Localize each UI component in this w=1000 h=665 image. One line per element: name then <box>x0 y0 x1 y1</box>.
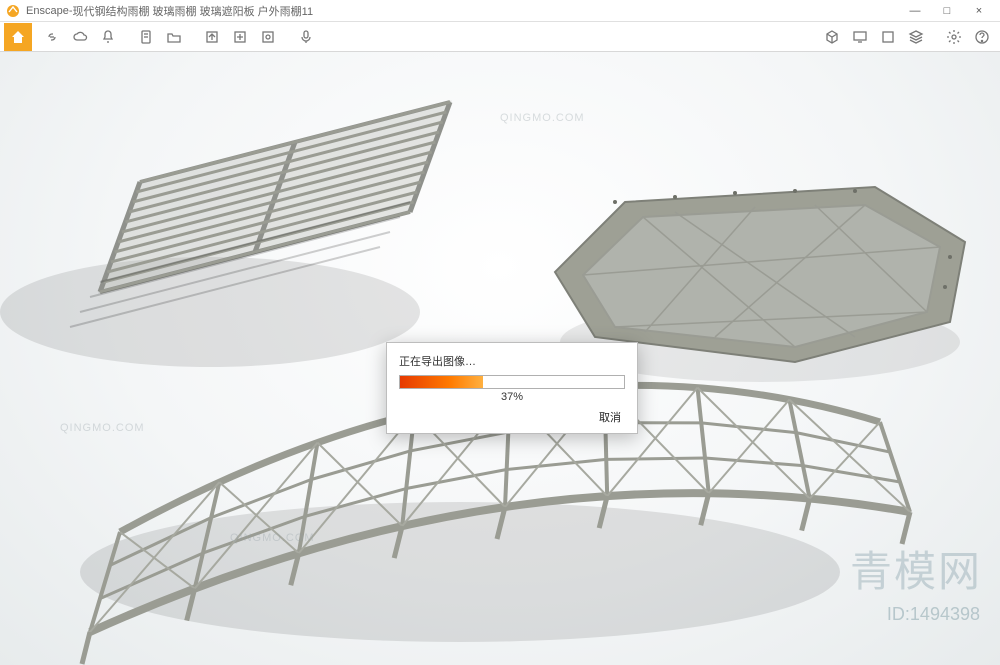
display-icon[interactable] <box>847 24 873 50</box>
titlebar: Enscape - 现代钢结构雨棚 玻璃雨棚 玻璃遮阳板 户外雨棚11 — □ … <box>0 0 1000 22</box>
app-name: Enscape <box>26 5 69 17</box>
export3-icon[interactable] <box>255 24 281 50</box>
progress-percent: 37% <box>399 391 625 403</box>
box-icon[interactable] <box>875 24 901 50</box>
window-controls: — □ × <box>900 1 994 21</box>
toolbar <box>0 22 1000 52</box>
export-progress-dialog: 正在导出图像… 37% 取消 <box>386 342 638 434</box>
maximize-button[interactable]: □ <box>932 1 962 21</box>
export2-icon[interactable] <box>227 24 253 50</box>
progress-bar <box>399 375 625 389</box>
help-icon[interactable] <box>969 24 995 50</box>
cloud-icon[interactable] <box>67 24 93 50</box>
bell-icon[interactable] <box>95 24 121 50</box>
close-button[interactable]: × <box>964 1 994 21</box>
cube-icon[interactable] <box>819 24 845 50</box>
document-title: 现代钢结构雨棚 玻璃雨棚 玻璃遮阳板 户外雨棚11 <box>72 3 313 19</box>
dialog-title: 正在导出图像… <box>399 353 625 369</box>
layers-icon[interactable] <box>903 24 929 50</box>
viewport-3d[interactable]: QINGMO.COMQINGMO.COMQINGMO.COM 青模网 ID:14… <box>0 52 1000 665</box>
export-icon[interactable] <box>199 24 225 50</box>
link-icon[interactable] <box>39 24 65 50</box>
progress-fill <box>400 376 483 388</box>
gear-icon[interactable] <box>941 24 967 50</box>
mic-icon[interactable] <box>293 24 319 50</box>
minimize-button[interactable]: — <box>900 1 930 21</box>
folder-icon[interactable] <box>161 24 187 50</box>
doc-icon[interactable] <box>133 24 159 50</box>
cancel-button[interactable]: 取消 <box>595 410 625 426</box>
home-button[interactable] <box>4 23 32 51</box>
app-icon <box>6 4 20 18</box>
